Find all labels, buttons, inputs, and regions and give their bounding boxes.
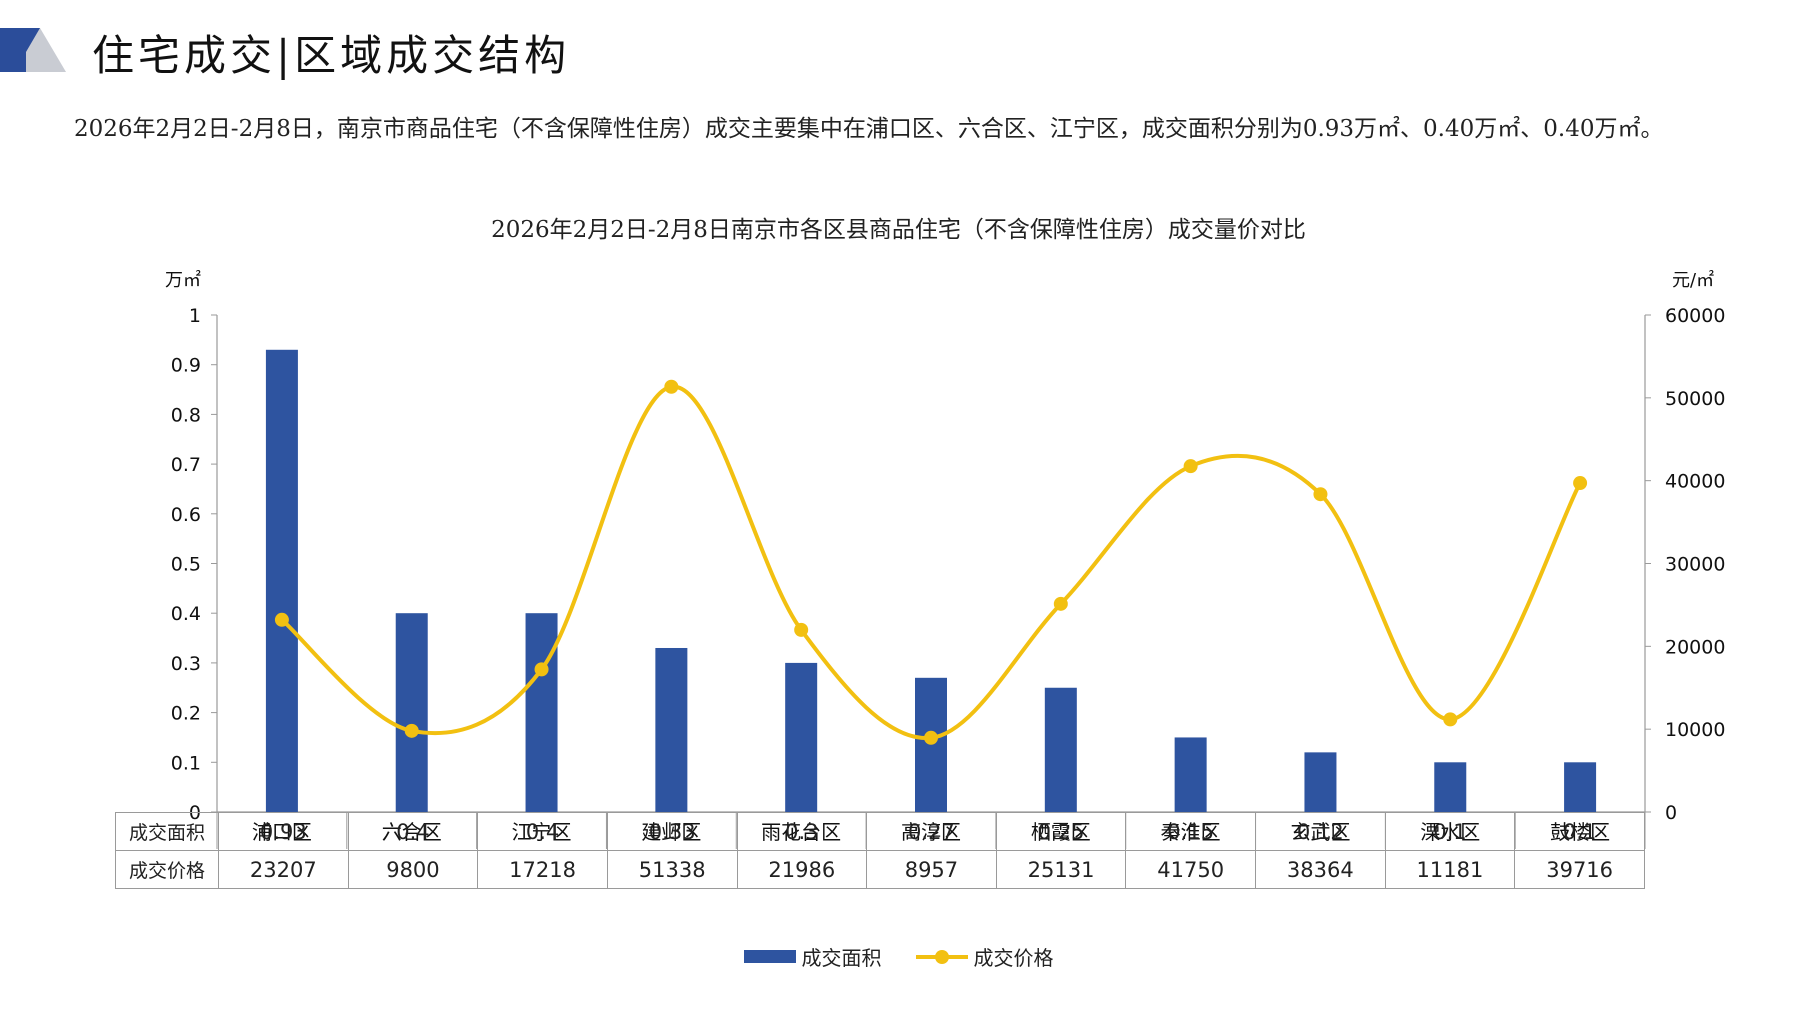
area-cell: 0.33 [606, 812, 738, 851]
price-point [1313, 487, 1328, 502]
area-bar [785, 662, 818, 812]
right-tick-label: 10000 [1665, 719, 1725, 741]
area-bar [525, 613, 558, 812]
right-tick-label: 30000 [1665, 554, 1725, 576]
left-tick-label: 0.3 [171, 653, 201, 675]
area-cell: 0.27 [866, 812, 997, 851]
chart-legend: 成交面积 成交价格 [0, 942, 1797, 971]
legend-swatch-bar [743, 950, 796, 963]
price-point [664, 379, 679, 394]
area-bar [395, 613, 428, 812]
price-cell: 25131 [995, 850, 1127, 889]
price-cell: 21986 [736, 850, 868, 889]
area-bar [1304, 752, 1337, 812]
price-cell: 51338 [606, 850, 738, 889]
logo-mark [0, 28, 66, 72]
area-bar [655, 647, 688, 812]
area-bar [1174, 737, 1207, 812]
area-bar [265, 349, 298, 812]
area-bar [1044, 687, 1077, 812]
table-row-price: 成交价格 23207 9800 17218 51338 21986 8957 2… [115, 850, 1645, 889]
area-cell: 0.3 [736, 812, 868, 851]
price-point [794, 622, 809, 637]
legend-label-area: 成交面积 [801, 946, 882, 970]
price-cell: 39716 [1514, 850, 1645, 889]
legend-label-price: 成交价格 [973, 946, 1054, 970]
left-tick-label: 0.1 [171, 752, 201, 774]
price-cell: 41750 [1125, 850, 1256, 889]
price-cell: 8957 [866, 850, 997, 889]
row-header-area: 成交面积 [115, 812, 219, 851]
area-cell: 0.4 [347, 812, 479, 851]
left-tick-label: 0.5 [171, 554, 201, 576]
price-point [1183, 459, 1198, 474]
right-axis-unit: 元/㎡ [1672, 270, 1715, 291]
area-cell: 0.12 [1255, 812, 1386, 851]
price-cell: 17218 [477, 850, 608, 889]
area-bar [1434, 762, 1467, 812]
legend-item-price[interactable]: 成交价格 [915, 942, 1054, 971]
area-cell: 0.4 [477, 812, 608, 851]
summary-text: 2026年2月2日-2月8日，南京市商品住宅（不含保障性住房）成交主要集中在浦口… [74, 116, 1664, 142]
area-bar [915, 677, 947, 812]
price-point [1573, 476, 1588, 491]
right-tick-label: 0 [1665, 802, 1677, 824]
left-tick-label: 0.6 [171, 504, 201, 526]
page-title: 住宅成交|区域成交结构 [92, 31, 571, 80]
price-point [924, 730, 938, 745]
area-cell: 0.25 [995, 812, 1127, 851]
price-point [274, 612, 289, 627]
left-tick-label: 0.2 [171, 703, 201, 725]
right-tick-label: 40000 [1665, 471, 1725, 493]
left-tick-label: 0.9 [171, 355, 201, 377]
left-tick-label: 0.8 [171, 404, 201, 426]
price-point [1053, 596, 1068, 611]
price-cell: 9800 [347, 850, 479, 889]
right-tick-label: 50000 [1665, 388, 1725, 410]
right-tick-label: 60000 [1665, 305, 1725, 327]
price-point [534, 662, 549, 677]
row-header-price: 成交价格 [115, 850, 219, 889]
price-cell: 38364 [1255, 850, 1386, 889]
area-cell: 0.93 [218, 812, 349, 851]
left-tick-label: 0.7 [171, 454, 201, 476]
legend-item-area[interactable]: 成交面积 [743, 942, 882, 971]
left-axis-unit: 万㎡ [165, 270, 201, 291]
area-cell: 0.15 [1125, 812, 1256, 851]
left-tick-label: 0.4 [171, 603, 201, 625]
price-cell: 23207 [218, 850, 349, 889]
price-point [404, 723, 419, 738]
legend-swatch-line [915, 948, 968, 966]
area-bar [1564, 762, 1597, 812]
area-cell: 0.1 [1384, 812, 1516, 851]
price-cell: 11181 [1384, 850, 1516, 889]
table-row-area: 成交面积 0.93 0.4 0.4 0.33 0.3 0.27 0.25 0.1… [115, 812, 1645, 851]
price-point [1443, 712, 1458, 727]
data-table: 成交面积 0.93 0.4 0.4 0.33 0.3 0.27 0.25 0.1… [115, 812, 1645, 889]
chart-title: 2026年2月2日-2月8日南京市各区县商品住宅（不含保障性住房）成交量价对比 [491, 217, 1306, 243]
right-tick-label: 20000 [1665, 636, 1725, 658]
area-cell: 0.1 [1514, 812, 1645, 851]
left-tick-label: 1 [189, 305, 201, 327]
